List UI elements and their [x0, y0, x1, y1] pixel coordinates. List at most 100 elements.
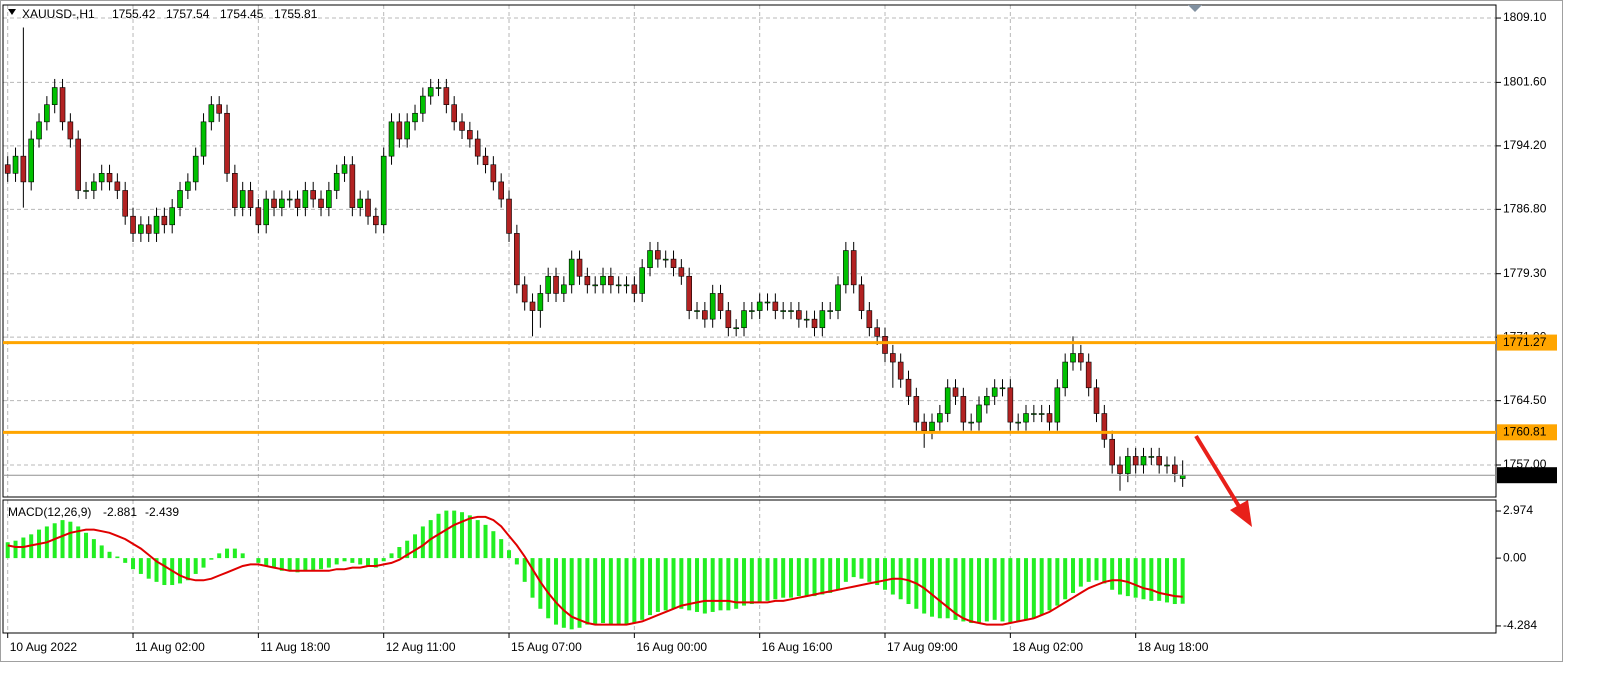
candle-body: [952, 387, 959, 397]
candle-body: [106, 173, 113, 183]
macd-bar: [491, 531, 496, 559]
macd-bar: [193, 558, 198, 574]
candle-body: [200, 121, 207, 157]
macd-bar: [585, 558, 590, 625]
macd-bar: [185, 558, 190, 581]
macd-bar: [883, 558, 888, 590]
candle-body: [764, 301, 771, 304]
macd-bar: [530, 558, 535, 598]
candle-body: [474, 138, 481, 157]
macd-bar: [225, 548, 230, 559]
candle-body: [412, 112, 418, 123]
candle-body: [678, 267, 685, 277]
candle-body: [999, 387, 1006, 390]
candle-body: [796, 310, 802, 320]
macd-bar: [859, 558, 864, 579]
candle-body: [208, 104, 215, 123]
candle-body: [694, 310, 700, 312]
candle-body: [874, 327, 880, 337]
macd-bar: [773, 558, 778, 600]
macd-bar: [804, 558, 809, 597]
candle-body: [984, 396, 990, 406]
candle-body: [835, 284, 841, 311]
macd-bar: [1149, 558, 1154, 601]
candle-body: [1117, 464, 1123, 474]
macd-bar: [561, 558, 566, 628]
menu-triangle[interactable]: [8, 9, 16, 15]
candle-body: [114, 181, 121, 191]
candle-body: [929, 421, 935, 431]
macd-bar: [687, 558, 692, 611]
macd-bar: [366, 558, 371, 567]
macd-bar: [240, 553, 245, 559]
macd-panel: [2, 499, 1497, 634]
macd-bar: [358, 558, 363, 565]
candle-body: [1093, 387, 1100, 414]
candle-body: [482, 155, 489, 166]
candle-body: [12, 155, 19, 174]
candle-body: [467, 130, 473, 140]
shift-marker: [1188, 5, 1202, 12]
candle-body: [1101, 413, 1108, 440]
candle-body: [380, 155, 387, 226]
macd-bar: [765, 558, 770, 601]
candle-body: [122, 190, 128, 217]
candle-body: [506, 198, 512, 234]
candle-body: [263, 198, 269, 226]
candle-body: [592, 284, 598, 287]
macd-bar: [264, 558, 269, 567]
price-label: 1755.81: [1503, 467, 1547, 481]
candle-body: [388, 121, 395, 157]
macd-bar: [742, 558, 747, 606]
macd-bar: [52, 523, 57, 559]
macd-bar: [1180, 558, 1185, 604]
candle-body: [725, 310, 732, 329]
x-tick-label: 16 Aug 00:00: [636, 640, 707, 654]
macd-bar: [217, 553, 222, 559]
macd-bar: [718, 558, 723, 611]
candle-body: [741, 310, 747, 329]
window-frame: [0, 0, 1563, 662]
candle-body: [568, 258, 575, 286]
candle-body: [1164, 464, 1170, 467]
candle-body: [224, 112, 230, 174]
candle-body: [232, 173, 238, 208]
candle-body: [623, 284, 630, 287]
macd-bar: [1039, 558, 1044, 616]
macd-last: -2.881: [103, 505, 137, 519]
macd-bar: [311, 558, 316, 571]
candle-body: [404, 121, 410, 140]
y-tick-label: 1764.50: [1503, 393, 1547, 407]
macd-bar: [279, 558, 284, 571]
candle-body: [365, 198, 371, 217]
macd-bar: [679, 558, 684, 609]
candle-body: [709, 293, 716, 320]
macd-bar: [734, 558, 739, 609]
macd-bar: [389, 553, 394, 559]
candle-body: [960, 396, 967, 423]
candle-body: [521, 284, 528, 303]
x-tick-label: 15 Aug 07:00: [511, 640, 582, 654]
macd-bar: [648, 558, 653, 616]
candle-body: [670, 258, 677, 268]
arrow-annotation: [1194, 434, 1252, 527]
candle-body: [44, 104, 50, 123]
macd-bar: [209, 558, 214, 560]
y-tick-label: 1809.10: [1503, 10, 1547, 24]
macd-bar: [420, 526, 425, 559]
candle-body: [185, 181, 191, 191]
macd-bar: [13, 540, 18, 559]
candle-body: [631, 284, 638, 294]
candle-body: [576, 258, 583, 277]
candle-body: [1046, 413, 1053, 423]
candle-body: [396, 121, 403, 140]
macd-bar: [992, 558, 997, 620]
x-tick-label: 18 Aug 18:00: [1138, 640, 1209, 654]
macd-bar: [319, 558, 324, 570]
macd-bar: [1110, 558, 1115, 590]
x-tick-label: 16 Aug 16:00: [762, 640, 833, 654]
candle-body: [780, 310, 786, 312]
level-label-box: [1497, 424, 1557, 441]
candle-body: [98, 173, 105, 183]
macd-bar: [178, 558, 183, 584]
